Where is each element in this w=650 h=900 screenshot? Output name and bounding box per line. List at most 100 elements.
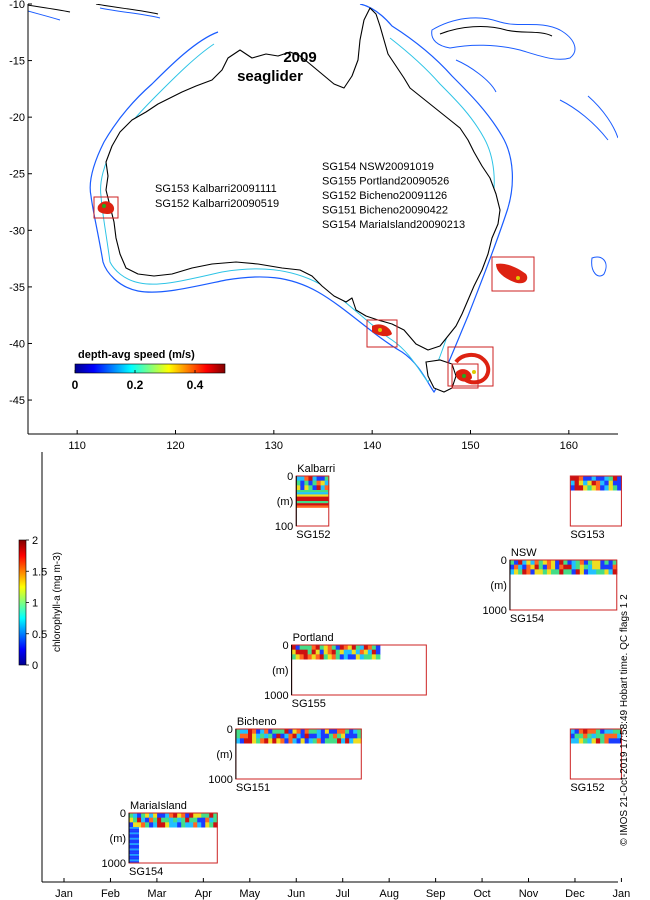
data-cell: [185, 817, 190, 823]
data-cell: [292, 729, 298, 735]
data-cell: [341, 729, 346, 735]
data-cell: [296, 480, 301, 486]
data-cell: [343, 649, 349, 655]
data-cell: [308, 480, 314, 486]
data-cell: [149, 822, 154, 828]
data-cell: [588, 560, 593, 566]
data-cell: [551, 564, 556, 570]
deep-cell: [129, 839, 140, 842]
data-cell: [530, 569, 536, 575]
data-cell: [351, 645, 357, 651]
chl-colorbar-bar: [18, 539, 27, 666]
data-cell: [308, 738, 314, 744]
data-cell: [303, 649, 309, 655]
data-cell: [252, 733, 257, 739]
speed-tick-label: 0.4: [187, 378, 204, 392]
data-cell: [339, 645, 345, 651]
data-cell: [595, 729, 601, 735]
data-cell: [276, 729, 281, 735]
glider-labels-west: SG153 Kalbarri20091111 SG152 Kalbarri2009…: [155, 183, 279, 210]
data-cell: [617, 733, 622, 739]
data-cell: [339, 649, 345, 655]
data-cell: [588, 564, 593, 570]
data-cell: [337, 729, 342, 735]
mission-glider-label: SG155: [292, 698, 326, 710]
data-cell: [312, 738, 318, 744]
data-cell: [307, 654, 313, 660]
data-cell: [357, 733, 362, 739]
data-cell: [205, 813, 210, 819]
mission-data: [129, 813, 218, 864]
data-cell: [181, 822, 186, 828]
data-cell: [303, 645, 309, 651]
chl-tick-label: 0: [32, 660, 38, 672]
data-cell: [248, 729, 253, 735]
data-cell: [308, 729, 314, 735]
data-cell: [335, 654, 341, 660]
data-cell: [604, 738, 610, 744]
deep-cell: [296, 505, 329, 508]
data-cell: [595, 733, 601, 739]
mission-NSW-SG154: 0 1000 (m) NSW SG154: [482, 547, 618, 625]
data-cell: [320, 738, 326, 744]
data-cell: [578, 733, 584, 739]
deep-cell: [129, 855, 140, 858]
data-cell: [260, 733, 265, 739]
data-cell: [347, 649, 353, 655]
chl-tick-label: 2: [32, 535, 38, 547]
data-cell: [588, 569, 593, 575]
data-cell: [235, 738, 241, 744]
map-xtick-label: 120: [166, 440, 184, 452]
glider-labels-east: SG154 NSW20091019 SG155 Portland20090526 S…: [322, 161, 465, 231]
data-cell: [600, 729, 605, 735]
data-cell: [349, 733, 354, 739]
chl-colorbar: 0 0.5 1 1.5 2 chlorophyll-a (mg m-3): [18, 535, 63, 672]
data-cell: [291, 645, 297, 651]
data-cell: [509, 560, 515, 566]
data-cell: [592, 560, 597, 566]
data-cell: [308, 485, 314, 491]
data-cell: [591, 480, 597, 486]
mission-MariaIsland-SG154: 0 1000 (m) MariaIsland SG154: [102, 800, 218, 878]
data-cell: [592, 564, 597, 570]
data-cell: [583, 476, 588, 482]
data-cell: [608, 569, 614, 575]
data-cell: [343, 654, 349, 660]
deep-cell: [296, 492, 329, 495]
data-cell: [600, 485, 605, 491]
timeline-missions: 01000(m)MariaIslandSG15401000(m)BichenoS…: [102, 463, 622, 878]
mission-glider-label: SG153: [570, 529, 604, 541]
deep-cell: [129, 850, 140, 853]
data-cell: [303, 654, 309, 660]
mission-site-label: MariaIsland: [130, 800, 187, 812]
data-cell: [291, 649, 297, 655]
data-cell: [157, 822, 162, 828]
mission-box: [569, 475, 622, 527]
data-cell: [331, 654, 337, 660]
data-cell: [375, 645, 381, 651]
mission-Portland-SG155: 0 1000 (m) Portland SG155: [264, 632, 427, 710]
data-cell: [280, 738, 285, 744]
data-cell: [145, 817, 150, 823]
png-contour: [431, 17, 576, 60]
speed-tick-label: 0: [72, 378, 79, 392]
data-cell: [578, 729, 584, 735]
deep-cell: [296, 490, 329, 493]
data-cell: [316, 729, 322, 735]
mission-depth-bottom: 1000: [482, 605, 506, 617]
data-cell: [617, 480, 622, 486]
mission-site-label: Kalbarri: [297, 463, 335, 475]
data-cell: [133, 813, 138, 819]
data-cell: [320, 729, 326, 735]
deep-cell: [129, 841, 140, 844]
data-cell: [181, 813, 186, 819]
data-cell: [579, 569, 585, 575]
deep-cell: [296, 494, 329, 497]
data-cell: [604, 729, 610, 735]
data-cell: [300, 476, 305, 482]
glider-label-east: SG152 Bicheno20091126: [322, 190, 447, 202]
mission-depth-top: 0: [287, 471, 293, 483]
data-cell: [617, 738, 622, 744]
data-cell: [323, 645, 329, 651]
data-cell: [355, 654, 361, 660]
